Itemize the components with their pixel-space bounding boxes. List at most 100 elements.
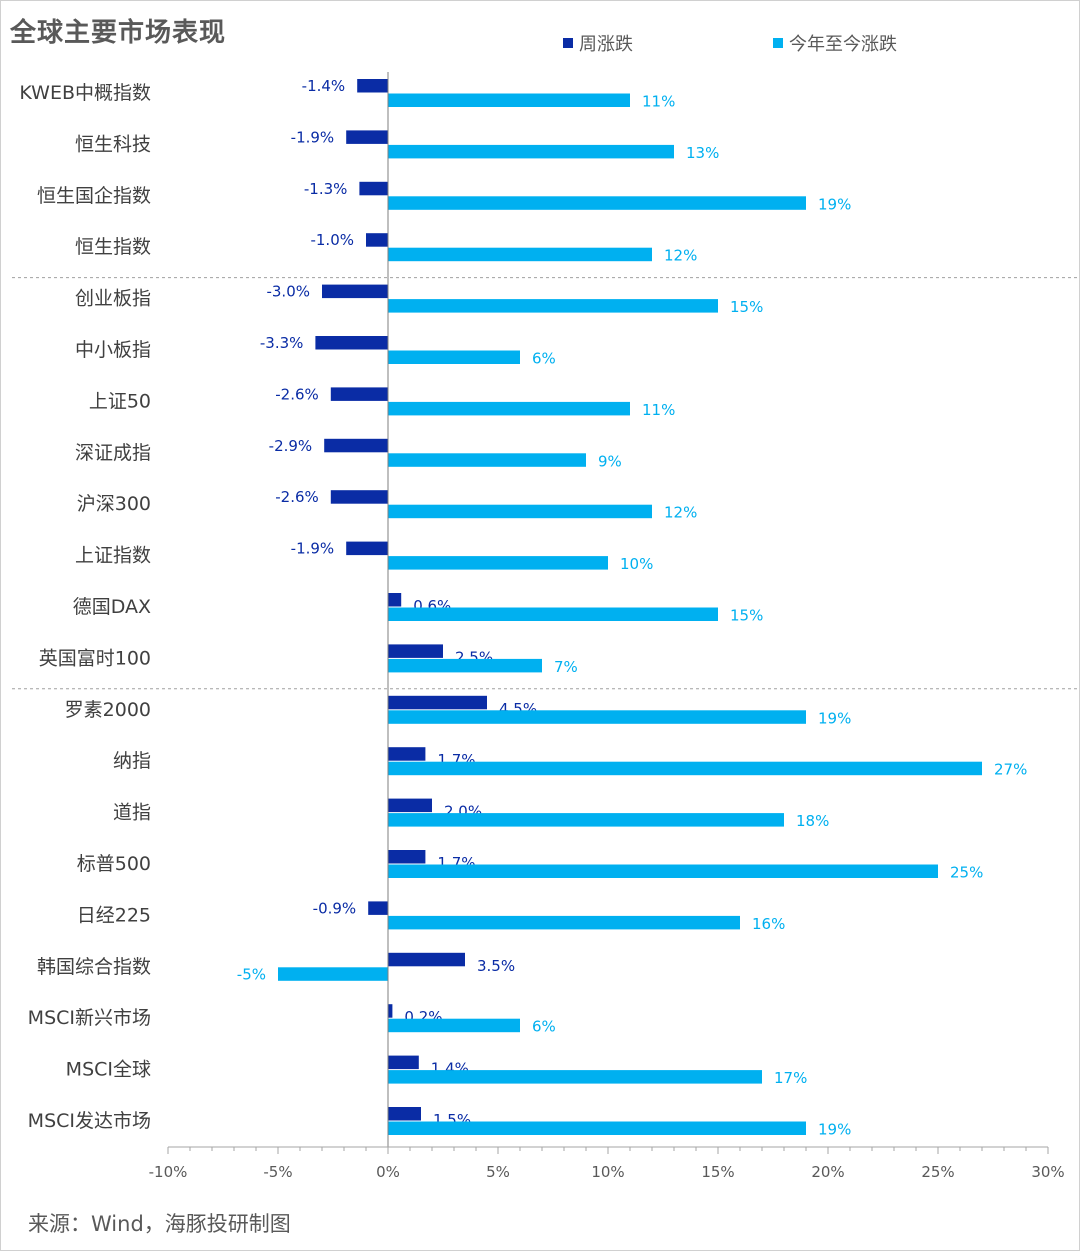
x-tick-label: 10% [591, 1163, 624, 1181]
bar-ytd [278, 967, 388, 981]
bar-weekly [330, 387, 388, 401]
bar-chart: KWEB中概指数 -1.4% 11% 恒生科技 -1.9% 13% 恒生国企指数 -1.3% 1… [12, 72, 1078, 1181]
bar-weekly [346, 130, 388, 144]
bar-ytd [388, 504, 652, 519]
bar-weekly [357, 79, 388, 93]
bar-ytd [388, 1070, 762, 1084]
legend-weekly: 周涨跌 [563, 30, 633, 56]
bar-weekly [388, 1055, 419, 1070]
data-label-ytd: 15% [730, 298, 763, 316]
bar-weekly [388, 798, 432, 813]
bar-ytd [388, 864, 938, 878]
data-label-ytd: -5% [237, 965, 266, 983]
bar-ytd [388, 401, 630, 416]
bar-ytd [388, 658, 542, 673]
bar-ytd [388, 1121, 806, 1135]
data-label-ytd: 27% [994, 761, 1027, 779]
bar-ytd [388, 93, 630, 107]
x-tick-label: 30% [1031, 1163, 1064, 1181]
chart-title: 全球主要市场表现 [10, 18, 227, 48]
category-label: 德国DAX [73, 596, 151, 618]
data-label-ytd: 15% [730, 607, 763, 625]
category-label: 恒生国企指数 [37, 185, 151, 207]
data-label-ytd: 6% [532, 350, 556, 368]
category-label: 创业板指 [75, 288, 151, 310]
category-label: MSCI全球 [66, 1059, 151, 1081]
data-label-ytd: 6% [532, 1018, 556, 1036]
bar-weekly [322, 284, 388, 299]
data-label-weekly: -3.0% [266, 283, 310, 301]
data-label-weekly: 3.5% [477, 957, 515, 975]
category-label: 恒生科技 [75, 133, 151, 155]
category-label: 韩国综合指数 [37, 956, 151, 978]
category-label: MSCI发达市场 [28, 1110, 151, 1132]
bar-weekly [388, 644, 443, 658]
data-label-ytd: 10% [620, 555, 653, 573]
x-tick-label: -5% [263, 1163, 292, 1181]
data-label-weekly: -1.4% [302, 77, 346, 95]
data-label-ytd: 18% [796, 812, 829, 830]
category-label: 日经225 [77, 904, 151, 926]
category-label: 恒生指数 [75, 236, 151, 258]
bar-weekly [368, 901, 388, 915]
data-label-weekly: -1.9% [291, 128, 335, 146]
category-label: 纳指 [113, 750, 151, 772]
category-label: 罗素2000 [65, 699, 151, 721]
legend-ytd-label: 今年至今涨跌 [789, 34, 897, 55]
data-label-ytd: 11% [642, 93, 675, 111]
legend-weekly-label: 周涨跌 [579, 34, 633, 55]
data-label-ytd: 19% [818, 709, 851, 727]
source-note: 来源：Wind，海豚投研制图 [28, 1212, 291, 1236]
bar-weekly [388, 1004, 393, 1018]
bar-ytd [388, 299, 718, 313]
category-label: 上证指数 [75, 545, 151, 567]
x-tick-label: 25% [921, 1163, 954, 1181]
data-label-weekly: -1.3% [304, 180, 348, 198]
bar-weekly [388, 1107, 421, 1121]
bar-ytd [388, 915, 740, 930]
category-label: KWEB中概指数 [19, 82, 151, 104]
data-label-ytd: 19% [818, 1121, 851, 1139]
data-label-weekly: -3.3% [260, 334, 304, 352]
category-label: 英国富时100 [39, 647, 151, 669]
data-label-weekly: -0.9% [313, 899, 357, 917]
category-label: MSCI新兴市场 [28, 1007, 151, 1029]
bar-ytd [388, 761, 982, 776]
x-tick-label: 0% [376, 1163, 400, 1181]
bar-weekly [388, 593, 402, 607]
bar-ytd [388, 196, 806, 210]
category-label: 上证50 [89, 390, 151, 412]
category-label: 深证成指 [75, 442, 151, 464]
bar-weekly [330, 490, 388, 504]
bar-weekly [324, 438, 388, 453]
bar-ytd [388, 1018, 520, 1033]
bar-ytd [388, 350, 520, 364]
legend-weekly-swatch [563, 38, 573, 48]
category-label: 沪深300 [77, 493, 151, 515]
bar-weekly [388, 695, 487, 710]
category-label: 标普500 [77, 853, 151, 875]
data-label-ytd: 11% [642, 401, 675, 419]
x-tick-label: 5% [486, 1163, 510, 1181]
bar-ytd [388, 144, 674, 159]
bar-weekly [388, 747, 426, 761]
bar-weekly [366, 233, 388, 247]
bar-ytd [388, 556, 608, 570]
x-tick-label: -10% [149, 1163, 188, 1181]
legend-ytd-swatch [773, 38, 783, 48]
bar-weekly [346, 541, 388, 556]
x-tick-label: 20% [811, 1163, 844, 1181]
bar-weekly [359, 181, 388, 196]
data-label-weekly: -2.6% [275, 488, 319, 506]
bar-ytd [388, 813, 784, 827]
data-label-ytd: 9% [598, 452, 622, 470]
data-label-ytd: 13% [686, 144, 719, 162]
category-label: 中小板指 [75, 339, 151, 361]
x-tick-label: 15% [701, 1163, 734, 1181]
data-label-weekly: -1.9% [291, 540, 335, 558]
bar-weekly [315, 336, 388, 350]
data-label-ytd: 25% [950, 864, 983, 882]
data-label-ytd: 7% [554, 658, 578, 676]
bar-ytd [388, 710, 806, 724]
bar-weekly [388, 952, 465, 967]
